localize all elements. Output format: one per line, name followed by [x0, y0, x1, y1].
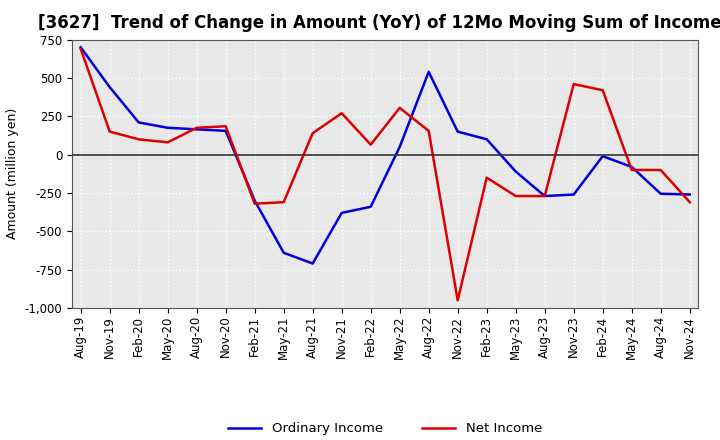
Ordinary Income — [685, 192, 694, 197]
Ordinary Income — [366, 204, 375, 209]
Legend: Ordinary Income, Net Income: Ordinary Income, Net Income — [222, 417, 548, 440]
Net Income — [135, 137, 143, 142]
Ordinary Income — [395, 144, 404, 150]
Net Income — [598, 88, 607, 93]
Ordinary Income — [511, 169, 520, 174]
Net Income — [424, 128, 433, 133]
Ordinary Income — [279, 250, 288, 256]
Net Income — [541, 194, 549, 199]
Ordinary Income — [221, 128, 230, 133]
Ordinary Income — [627, 164, 636, 169]
Ordinary Income — [192, 127, 201, 132]
Net Income — [308, 131, 317, 136]
Ordinary Income — [570, 192, 578, 197]
Ordinary Income — [135, 120, 143, 125]
Net Income — [570, 81, 578, 87]
Net Income — [192, 125, 201, 130]
Net Income — [338, 110, 346, 116]
Y-axis label: Amount (million yen): Amount (million yen) — [6, 108, 19, 239]
Ordinary Income — [454, 129, 462, 134]
Line: Net Income: Net Income — [81, 49, 690, 301]
Net Income — [454, 298, 462, 303]
Net Income — [251, 201, 259, 206]
Line: Ordinary Income: Ordinary Income — [81, 47, 690, 264]
Net Income — [279, 199, 288, 205]
Ordinary Income — [598, 154, 607, 159]
Ordinary Income — [657, 191, 665, 196]
Ordinary Income — [541, 194, 549, 199]
Ordinary Income — [308, 261, 317, 266]
Ordinary Income — [424, 69, 433, 74]
Ordinary Income — [251, 198, 259, 203]
Net Income — [221, 124, 230, 129]
Net Income — [76, 46, 85, 51]
Net Income — [395, 105, 404, 110]
Ordinary Income — [338, 210, 346, 216]
Net Income — [163, 140, 172, 145]
Net Income — [627, 167, 636, 172]
Net Income — [105, 129, 114, 134]
Ordinary Income — [482, 137, 491, 142]
Net Income — [657, 167, 665, 172]
Title: [3627]  Trend of Change in Amount (YoY) of 12Mo Moving Sum of Incomes: [3627] Trend of Change in Amount (YoY) o… — [38, 15, 720, 33]
Net Income — [366, 142, 375, 147]
Net Income — [685, 199, 694, 205]
Ordinary Income — [76, 44, 85, 50]
Net Income — [511, 194, 520, 199]
Ordinary Income — [105, 84, 114, 90]
Ordinary Income — [163, 125, 172, 130]
Net Income — [482, 175, 491, 180]
